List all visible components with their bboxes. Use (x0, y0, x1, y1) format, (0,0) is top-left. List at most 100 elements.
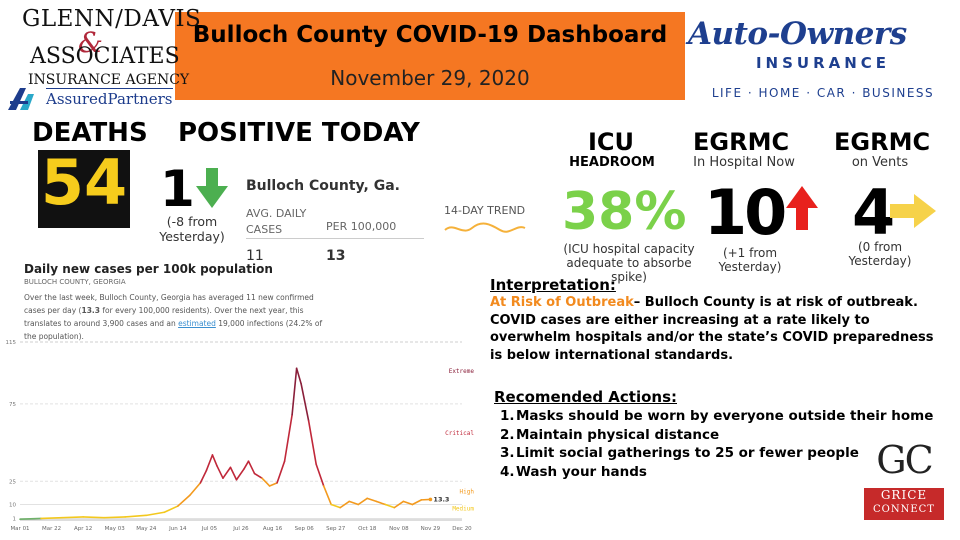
zone-label: Extreme (449, 368, 475, 375)
y-tick-label: 10 (9, 503, 16, 509)
positive-today-note: (-8 from Yesterday) (152, 214, 232, 244)
x-tick-label: Sep 06 (295, 526, 315, 532)
interpretation-body: – Bulloch County is at risk of outbreak.… (490, 295, 934, 363)
report-date: November 29, 2020 (330, 66, 530, 90)
grice-box (864, 488, 944, 520)
positive-today-value: 1 (160, 160, 195, 218)
note-line: (0 from (857, 240, 903, 254)
note-line: Yesterday) (848, 254, 912, 268)
series-segment (348, 500, 360, 506)
series-segment (375, 500, 387, 506)
deaths-label: DEATHS (32, 118, 148, 148)
x-tick-label: Nov 29 (421, 526, 441, 532)
trend-sparkline (444, 222, 526, 233)
series-segment (411, 499, 423, 506)
y-tick-label: 115 (6, 340, 17, 346)
logo-line: INSURANCE AGENCY (28, 72, 190, 88)
x-tick-label: Jun 14 (168, 526, 187, 532)
deaths-value: 54 (40, 146, 128, 219)
series-segment (189, 482, 202, 497)
series-segment (276, 460, 286, 484)
series-segment (216, 465, 224, 480)
risk-level: At Risk of Outbreak (490, 295, 634, 310)
x-tick-label: Aug 16 (263, 526, 283, 532)
series-segment (322, 485, 333, 506)
chart-subtitle: BULLOCH COUNTY, GEORGIA (24, 278, 126, 286)
series-segment (82, 516, 105, 519)
x-tick-label: Apr 12 (74, 526, 92, 532)
series-segment (402, 500, 414, 506)
x-tick-label: Mar 22 (42, 526, 61, 532)
x-tick-label: Jul 26 (232, 526, 249, 532)
x-tick-label: Dec 20 (452, 526, 472, 532)
series-segment (283, 413, 293, 462)
series-segment (124, 514, 148, 518)
series-segment (295, 367, 302, 385)
x-tick-label: Mar 01 (10, 526, 29, 532)
zone-label: High (460, 489, 475, 496)
note-line: adequate to absorbe spike) (566, 256, 692, 284)
series-segment (19, 517, 42, 521)
series-segment (357, 497, 369, 506)
series-segment (235, 468, 245, 481)
action-text: Masks should be worn by everyone outside… (516, 408, 934, 424)
x-tick-label: May 24 (136, 526, 157, 532)
egrmc-hospital-label: EGRMC (693, 128, 790, 156)
auto-owners-name: Auto-Owners (688, 16, 907, 52)
series-segment (291, 367, 298, 416)
trend-label: 14-DAY TREND (444, 204, 526, 217)
zone-label: Critical (445, 430, 474, 437)
current-value-label: 13.3 (433, 495, 449, 503)
egrmc-hospital-note: (+1 from Yesterday) (700, 246, 800, 274)
egrmc-vents-note: (0 from Yesterday) (834, 240, 926, 268)
series-segment (253, 472, 263, 480)
logo-line: GLENN/DAVIS (22, 6, 202, 32)
auto-owners-insurance: INSURANCE (755, 54, 891, 72)
series-segment (393, 500, 405, 509)
deaths-box (38, 150, 130, 228)
positive-today-label: POSITIVE TODAY (178, 118, 420, 148)
actions-list: 1.Masks should be worn by everyone outsi… (500, 407, 933, 481)
desc-text: Over the last week, Bulloch County, Geor… (24, 293, 314, 315)
series-segment (177, 494, 191, 507)
series-segment (199, 469, 208, 484)
arrow-down-icon (196, 168, 228, 208)
table-divider (246, 238, 424, 239)
egrmc-vents-sublabel: on Vents (851, 155, 909, 170)
series-segment (330, 503, 342, 509)
series-segment (163, 505, 179, 514)
x-tick-label: Nov 08 (389, 526, 409, 532)
note-line: (ICU hospital capacity (563, 242, 695, 256)
series-segment (384, 503, 396, 509)
icu-sublabel: HEADROOM (569, 155, 655, 170)
egrmc-vents-value: 4 (852, 176, 896, 249)
egrmc-vents-label: EGRMC (834, 128, 931, 156)
current-value-dot (428, 497, 433, 502)
estimated-link[interactable]: estimated (178, 319, 216, 328)
action-number: 3. (500, 445, 515, 461)
chart-title: Daily new cases per 100k population (24, 262, 273, 276)
auto-owners-tagline: LIFE · HOME · CAR · BUSINESS (711, 86, 935, 100)
note-line: Yesterday) (159, 229, 225, 244)
series-segment (247, 460, 256, 475)
avg-daily-value: 11 (246, 248, 264, 264)
zone-label: Medium (452, 506, 474, 513)
egrmc-hospital-sublabel: In Hospital Now (693, 155, 795, 170)
series-segment (307, 420, 317, 466)
egrmc-hospital-value: 10 (704, 176, 787, 249)
arrow-right-icon (890, 194, 936, 228)
assured-partners-icon (8, 88, 34, 110)
action-number: 1. (500, 408, 515, 424)
desc-text: 19,000 infections (24.2% of the populati… (24, 319, 323, 341)
series-segment (145, 511, 166, 517)
x-tick-label: Oct 18 (358, 526, 377, 532)
x-tick-label: May 03 (105, 526, 126, 532)
action-text: Wash your hands (516, 463, 647, 480)
grice-letters: GC (876, 438, 933, 482)
series-segment (61, 516, 84, 519)
series-segment (229, 466, 238, 481)
per-100k-header: PER 100,000 (326, 220, 397, 233)
icu-label: ICU (588, 128, 635, 156)
series-segment (261, 477, 271, 487)
connect-word: CONNECT (873, 504, 935, 515)
